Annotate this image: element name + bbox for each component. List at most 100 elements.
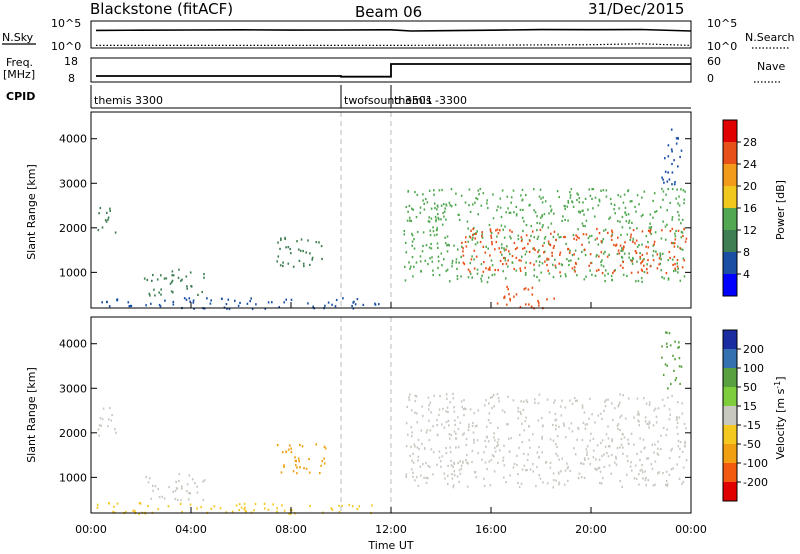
scatter-cell (560, 263, 563, 266)
scatter-cell (497, 443, 499, 447)
scatter-cell (671, 171, 674, 174)
scatter-cell (468, 235, 471, 238)
scatter-cell (538, 393, 541, 396)
scatter-cell (502, 456, 505, 459)
scatter-cell (534, 248, 536, 251)
scatter-cell (456, 267, 458, 270)
scatter-cell (441, 188, 443, 192)
scatter-cell (425, 431, 428, 434)
scatter-cell (496, 228, 499, 231)
scatter-cell (480, 277, 482, 280)
scatter-cell (570, 188, 573, 191)
scatter-cell (429, 234, 432, 237)
scatter-cell (473, 441, 475, 444)
scatter-cell (305, 251, 307, 254)
colorbar-frame (722, 329, 738, 502)
scatter-cell (641, 253, 644, 257)
scatter-cell (646, 457, 648, 460)
scatter-cell (485, 399, 487, 402)
scatter-cell (432, 425, 434, 428)
scatter-cell (473, 258, 475, 261)
nsky-tick-low: 10^0 (51, 40, 81, 53)
scatter-cell (305, 467, 308, 470)
scatter-cell (622, 248, 624, 251)
scatter-cell (467, 428, 470, 432)
y-tick-label: 2000 (59, 427, 87, 440)
scatter-cell (255, 303, 257, 306)
scatter-cell (648, 226, 651, 229)
scatter-cell (521, 468, 524, 471)
scatter-cell (679, 441, 682, 444)
scatter-cell (679, 382, 681, 385)
scatter-cell (541, 451, 543, 454)
scatter-cell (649, 231, 651, 234)
scatter-cell (586, 423, 589, 426)
scatter-cell (605, 195, 608, 198)
scatter-cell (419, 211, 422, 214)
scatter-cell (675, 137, 678, 140)
scatter-cell (544, 235, 547, 239)
scatter-cell (303, 265, 305, 268)
scatter-cell (112, 510, 114, 513)
scatter-cell (666, 484, 668, 487)
scatter-cell (338, 504, 340, 507)
scatter-cell (277, 255, 280, 258)
scatter-cell (462, 247, 464, 250)
scatter-cell (463, 414, 465, 417)
scatter-cell (505, 262, 508, 265)
scatter-cell (414, 445, 416, 448)
scatter-cell (639, 437, 641, 440)
scatter-cell (581, 250, 583, 253)
scatter-cell (481, 458, 483, 461)
scatter-cell (480, 204, 483, 207)
scatter-cell (660, 447, 662, 451)
scatter-cell (650, 463, 653, 466)
scatter-cell (426, 429, 429, 432)
scatter-cell (595, 255, 598, 258)
scatter-cell (303, 467, 305, 470)
scatter-cell (652, 259, 655, 262)
scatter-cell (683, 198, 686, 201)
scatter-cell (581, 404, 584, 407)
scatter-cell (422, 463, 424, 466)
scatter-cell (411, 234, 414, 237)
scatter-cell (453, 462, 456, 465)
scatter-cell (490, 234, 492, 237)
scatter-cell (413, 265, 415, 268)
scatter-cell (648, 401, 651, 404)
scatter-cell (620, 233, 622, 237)
scatter-cell (436, 233, 438, 236)
scatter-cell (133, 509, 136, 512)
scatter-cell (437, 213, 439, 216)
scatter-cell (414, 479, 416, 482)
scatter-cell (635, 210, 637, 213)
scatter-cell (567, 219, 569, 222)
scatter-cell (422, 193, 424, 196)
scatter-cell (659, 206, 662, 209)
scatter-cell (438, 413, 440, 417)
scatter-cell (601, 241, 603, 244)
scatter-cell (323, 445, 326, 448)
scatter-cell (466, 453, 468, 457)
scatter-cell (292, 265, 295, 268)
scatter-cell (453, 430, 456, 433)
scatter-cell (150, 302, 152, 305)
colorbar-tick-label: 24 (743, 158, 757, 171)
scatter-cell (408, 398, 411, 402)
scatter-cell (579, 211, 581, 214)
scatter-cell (459, 460, 461, 463)
scatter-cell (673, 159, 675, 162)
scatter-cell (641, 196, 643, 199)
scatter-cell (405, 251, 408, 254)
scatter-cell (425, 476, 428, 479)
scatter-cell (498, 247, 500, 250)
scatter-cell (588, 188, 590, 191)
scatter-cell (503, 444, 505, 447)
scatter-cell (494, 439, 496, 442)
scatter-cell (472, 422, 474, 425)
scatter-cell (553, 245, 555, 248)
scatter-cell (584, 197, 587, 200)
scatter-cell (629, 465, 632, 468)
scatter-cell (632, 240, 634, 243)
